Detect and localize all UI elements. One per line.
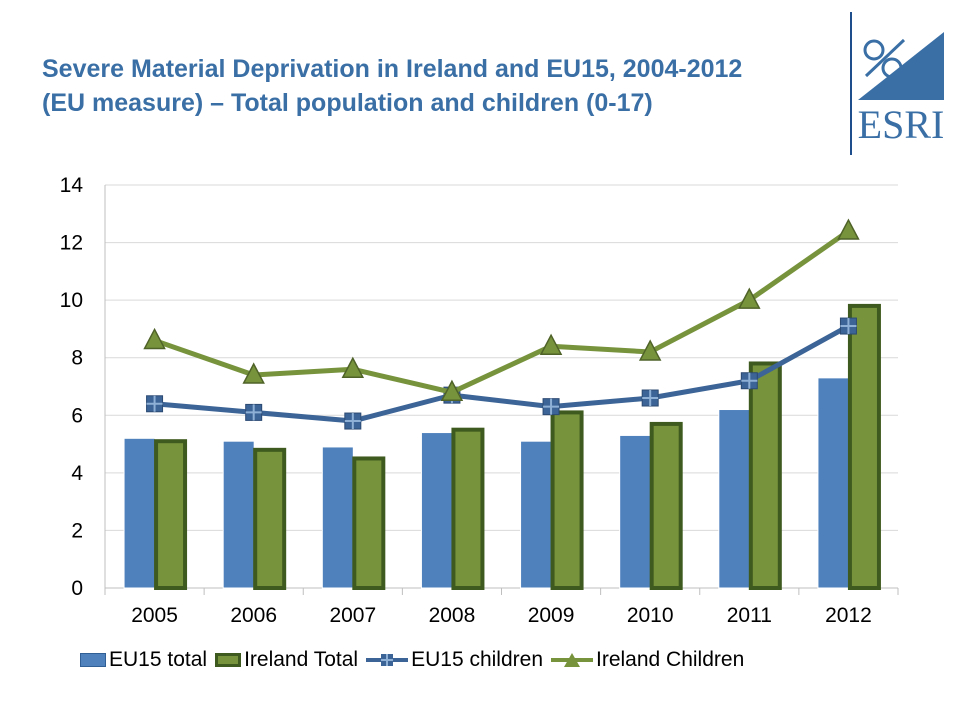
bar-ireland-total-2009: [550, 410, 584, 590]
legend-label-eu15-total: EU15 total: [109, 648, 208, 671]
point-ireland-children-2012: [837, 218, 860, 240]
bar-ireland-total-2008: [451, 427, 485, 590]
x-tick-label: 2012: [825, 604, 872, 627]
y-tick-label: 8: [71, 347, 83, 370]
line-eu15-children: [154, 323, 850, 424]
chart-title: Severe Material Deprivation in Ireland a…: [42, 52, 842, 120]
legend-label-ireland-children: Ireland Children: [596, 648, 745, 671]
legend: EU15 total Ireland Total EU15 children Irel…: [80, 646, 752, 674]
y-tick-label: 2: [71, 519, 83, 542]
x-tick-label: 2008: [429, 604, 476, 627]
logo-divider: [850, 12, 852, 155]
x-tick-label: 2005: [131, 604, 178, 627]
bar-eu15-total-2005: [123, 437, 156, 589]
x-tick-label: 2007: [329, 604, 376, 627]
y-tick-label: 10: [60, 289, 83, 312]
point-eu15-children-2012: [839, 317, 857, 335]
bar-eu15-total-2010: [619, 434, 652, 589]
bar-ireland-total-2005: [154, 439, 188, 591]
legend-swatch-ireland-total: [215, 653, 242, 667]
x-tick-label: 2010: [627, 604, 674, 627]
point-ireland-children-2006: [242, 362, 265, 384]
y-tick-label: 6: [71, 404, 83, 427]
y-tick-label: 0: [71, 577, 83, 600]
point-eu15-children-2010: [641, 389, 659, 407]
legend-label-eu15-children: EU15 children: [411, 648, 543, 671]
bar-ireland-total-2012: [847, 303, 881, 590]
point-eu15-children-2005: [146, 395, 164, 413]
bar-ireland-total-2007: [352, 456, 386, 591]
x-tick-label: 2011: [727, 604, 772, 627]
logo-text: ESRI: [858, 102, 944, 147]
chart-title-line-2: (EU measure) – Total population and chil…: [42, 89, 653, 117]
legend-item-ireland-children: Ireland Children: [551, 648, 744, 672]
legend-swatch-ireland-children: [551, 652, 593, 668]
point-ireland-children-2007: [341, 356, 365, 378]
legend-label-ireland-total: Ireland Total: [244, 648, 359, 671]
bar-eu15-total-2011: [718, 409, 751, 589]
bar-eu15-total-2009: [520, 440, 553, 589]
bar-ireland-total-2011: [748, 361, 782, 590]
bar-eu15-total-2012: [817, 377, 850, 589]
bar-eu15-total-2006: [222, 440, 255, 589]
point-eu15-children-2011: [740, 372, 758, 390]
y-tick-label: 12: [60, 232, 83, 255]
chart-title-line-1: Severe Material Deprivation in Ireland a…: [42, 55, 743, 83]
point-ireland-children-2011: [738, 287, 761, 309]
point-eu15-children-2007: [344, 412, 362, 430]
point-ireland-children-2005: [143, 327, 166, 350]
y-tick-label: 14: [60, 174, 84, 197]
x-tick-label: 2009: [528, 604, 575, 627]
legend-item-eu15-total: EU15 total: [80, 648, 207, 672]
legend-item-eu15-children: EU15 children: [366, 648, 543, 672]
legend-swatch-eu15-total: [80, 653, 106, 667]
point-ireland-children-2008: [440, 379, 464, 402]
legend-item-ireland-total: Ireland Total: [215, 648, 358, 672]
y-tick-label: 4: [71, 462, 83, 485]
bar-ireland-total-2006: [253, 447, 287, 591]
point-eu15-children-2009: [542, 398, 560, 416]
legend-swatch-eu15-children: [366, 652, 409, 668]
x-tick-label: 2006: [230, 604, 277, 627]
bar-eu15-total-2007: [321, 446, 354, 589]
point-eu15-children-2006: [245, 403, 263, 421]
esri-logo: ESRI: [858, 28, 944, 148]
bar-eu15-total-2008: [420, 432, 453, 589]
chart-area: 0 2 4 6 8 10 12 14 2005 2006 2007 2008 2009 2010 2011 2…: [60, 174, 899, 627]
point-ireland-children-2009: [539, 333, 563, 355]
line-ireland-children: [153, 229, 850, 395]
point-ireland-children-2010: [638, 339, 662, 361]
bar-ireland-total-2010: [649, 421, 683, 590]
